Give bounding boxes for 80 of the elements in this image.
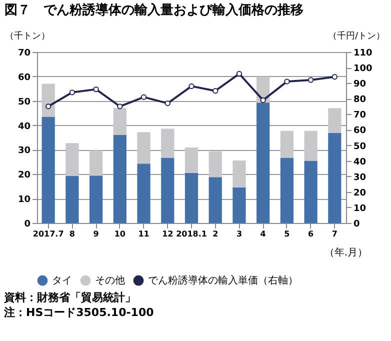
bar xyxy=(161,158,174,223)
y2-tick-label: 90 xyxy=(354,80,366,90)
x-tick-label: 2017.7 xyxy=(32,230,64,238)
bar xyxy=(89,176,103,223)
bar xyxy=(232,160,246,188)
y-tick-label: 40 xyxy=(18,122,30,132)
text: 注：HSコード3505.10-100 xyxy=(3,305,155,320)
y2-axis-title: （千円/トン） xyxy=(328,30,386,42)
y2-tick-label: 50 xyxy=(354,142,366,152)
x-tick-label: 6 xyxy=(308,230,314,238)
legend-label: その他 xyxy=(95,274,125,287)
y-tick-label: 70 xyxy=(18,48,30,58)
y-tick-label: 20 xyxy=(18,170,30,181)
x-tick-label: 10 xyxy=(114,230,126,238)
bar xyxy=(184,172,198,223)
bar xyxy=(208,151,222,178)
bar xyxy=(256,102,270,223)
x-tick-label: 2018.1 xyxy=(176,230,208,238)
bar xyxy=(137,132,150,164)
bar xyxy=(208,177,222,223)
y2-tick-label: 40 xyxy=(354,157,366,168)
bar xyxy=(113,108,126,136)
x-tick-label: 9 xyxy=(93,230,100,238)
y-tick-label: 30 xyxy=(18,146,30,156)
y-tick-label: 10 xyxy=(18,195,30,206)
bar xyxy=(304,160,318,223)
bar xyxy=(42,116,55,223)
bar xyxy=(161,128,174,158)
point xyxy=(93,86,99,92)
bar xyxy=(113,135,126,223)
x-tick-label: 5 xyxy=(284,230,290,238)
point xyxy=(45,104,52,110)
text: 資料：財務省「貿易統計」 xyxy=(3,290,137,305)
point xyxy=(69,90,76,96)
x-tick-label: 3 xyxy=(236,230,242,238)
legend-label: タイ xyxy=(52,276,72,287)
bar xyxy=(232,187,246,223)
y2-tick-label: 0 xyxy=(354,220,360,230)
y2-tick-label: 80 xyxy=(354,95,366,106)
point xyxy=(117,104,123,110)
point xyxy=(308,77,314,83)
bar xyxy=(280,130,294,158)
bar xyxy=(280,158,294,223)
x-tick-label: 4 xyxy=(260,230,266,238)
chart-title: 図７ でん粉誘導体の輸入量および輸入価格の推移 xyxy=(4,2,304,18)
x-tick-label: 12 xyxy=(162,230,174,238)
x-tick-label: 7 xyxy=(332,230,338,238)
y2-tick-label: 100 xyxy=(354,64,372,74)
point xyxy=(188,83,194,90)
x-tick-label: 11 xyxy=(138,230,150,238)
point xyxy=(140,94,147,100)
bar xyxy=(66,143,79,176)
bar xyxy=(184,148,198,173)
y-axis-title: （千トン） xyxy=(5,30,50,42)
point xyxy=(236,70,242,77)
x-tick-label: 8 xyxy=(69,230,76,238)
bar xyxy=(42,84,55,117)
x-axis-title: （年.月） xyxy=(324,246,368,258)
y-tick-label: 50 xyxy=(18,97,30,108)
bar xyxy=(328,108,342,133)
y2-tick-label: 30 xyxy=(354,172,366,183)
y-tick-label: 60 xyxy=(18,72,30,83)
bar xyxy=(328,132,342,223)
point xyxy=(164,100,170,106)
point xyxy=(260,97,266,104)
y-tick-label: 0 xyxy=(24,220,30,230)
x-tick-label: 2 xyxy=(212,230,218,238)
y2-tick-label: 20 xyxy=(354,188,366,198)
bar xyxy=(137,164,150,223)
y2-tick-label: 10 xyxy=(354,204,366,214)
legend-label: でん粉誘導体の輸入単価（右軸） xyxy=(148,274,298,287)
bar xyxy=(304,130,318,161)
bar xyxy=(89,150,103,176)
point xyxy=(284,78,290,84)
y2-tick-label: 60 xyxy=(354,126,366,136)
point xyxy=(332,74,338,80)
y2-tick-label: 70 xyxy=(354,110,366,121)
point xyxy=(212,88,218,94)
bar xyxy=(66,176,79,223)
y2-tick-label: 110 xyxy=(354,48,372,58)
